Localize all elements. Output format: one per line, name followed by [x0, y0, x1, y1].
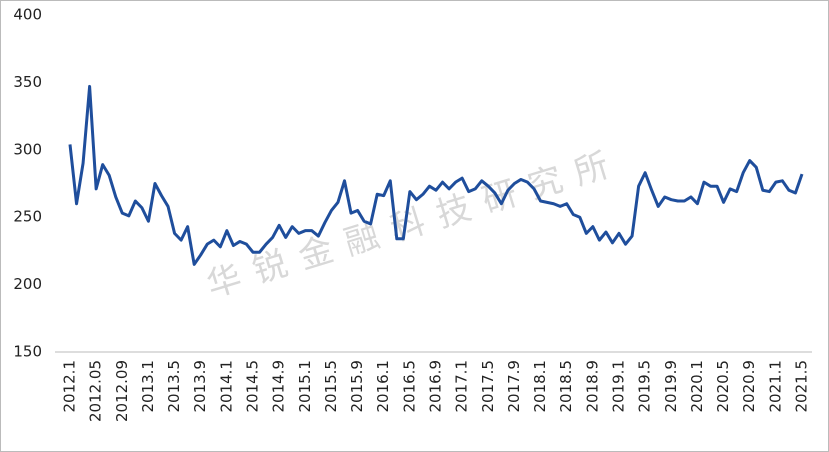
x-tick-label: 2014.1	[217, 360, 235, 413]
x-tick-label: 2018.9	[583, 360, 601, 413]
y-tick-label: 350	[13, 73, 42, 91]
x-tick-label: 2019.5	[636, 360, 654, 413]
x-tick-label: 2020.1	[688, 360, 706, 413]
x-tick-label: 2016.9	[427, 360, 445, 413]
x-tick-label: 2015.1	[296, 360, 314, 413]
y-tick-label: 150	[13, 343, 42, 361]
x-tick-label: 2017.5	[479, 360, 497, 413]
x-tick-label: 2013.5	[165, 360, 183, 413]
x-tick-label: 2018.5	[557, 360, 575, 413]
x-tick-label: 2013.9	[191, 360, 209, 413]
x-tick-label: 2017.9	[505, 360, 523, 413]
x-tick-label: 2012.09	[113, 360, 131, 422]
x-tick-label: 2016.1	[374, 360, 392, 413]
x-tick-label: 2015.5	[322, 360, 340, 413]
x-tick-label: 2017.1	[453, 360, 471, 413]
x-tick-label: 2018.1	[531, 360, 549, 413]
x-tick-label: 2020.9	[740, 360, 758, 413]
x-tick-label: 2012.1	[61, 360, 79, 413]
x-tick-label: 2019.1	[610, 360, 628, 413]
x-tick-label: 2014.9	[270, 360, 288, 413]
y-tick-label: 200	[13, 275, 42, 293]
y-tick-label: 300	[13, 140, 42, 158]
x-tick-label: 2016.5	[400, 360, 418, 413]
line-series	[68, 84, 804, 266]
x-tick-label: 2014.5	[244, 360, 262, 413]
x-tick-label: 2013.1	[139, 360, 157, 413]
x-tick-label: 2020.5	[714, 360, 732, 413]
y-tick-label: 400	[13, 6, 42, 24]
y-tick-label: 250	[13, 208, 42, 226]
x-tick-label: 2021.5	[793, 360, 811, 413]
x-tick-label: 2015.9	[348, 360, 366, 413]
x-tick-label: 2019.9	[662, 360, 680, 413]
x-tick-label: 2012.05	[87, 360, 105, 422]
x-tick-label: 2021.1	[766, 360, 784, 413]
